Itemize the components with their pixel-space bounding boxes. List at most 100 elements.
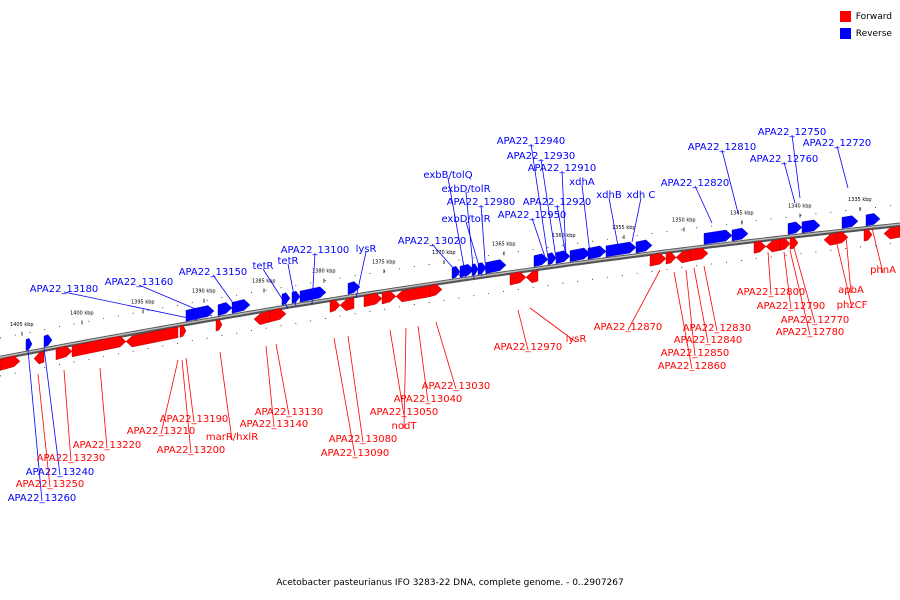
reverse-gene-2	[801, 219, 821, 234]
forward-gene-5	[779, 237, 791, 251]
tick-label: 1380 kbp	[312, 269, 336, 275]
forward-gene-label-23: APA22_13190	[160, 414, 229, 425]
reverse-gene-label-24-leader	[63, 291, 199, 321]
forward-gene-label-24-leader	[160, 359, 179, 435]
reverse-gene-12	[533, 253, 549, 267]
forward-gene-label-0-leader	[871, 227, 884, 274]
forward-gene-label-17-leader	[389, 329, 405, 416]
forward-gene-label-21: APA22_13140	[240, 419, 309, 430]
reverse-gene-0	[865, 213, 881, 227]
reverse-gene-label-11-leader	[556, 204, 567, 257]
forward-gene-24	[125, 326, 179, 348]
reverse-gene-label-6-leader	[540, 158, 557, 259]
forward-gene-label-4-leader	[783, 251, 792, 310]
tick-label: 1350 kbp	[672, 217, 696, 223]
forward-gene-19	[329, 299, 341, 313]
forward-gene-label-10: APA22_12860	[658, 361, 727, 372]
legend-item-reverse: Reverse	[839, 26, 892, 41]
reverse-gene-label-19-leader	[311, 252, 316, 305]
forward-gene-label-24: APA22_13210	[127, 426, 196, 437]
reverse-gene-label-13-leader	[447, 177, 467, 279]
reverse-gene-label-4-leader	[694, 185, 713, 224]
reverse-gene-label-0-leader	[791, 134, 801, 199]
forward-gene-11	[649, 252, 667, 267]
forward-gene-label-20: APA22_13130	[255, 407, 324, 418]
forward-gene-12	[525, 269, 539, 284]
reverse-gene-21	[281, 292, 291, 306]
forward-gene-label-8: APA22_12840	[674, 335, 743, 346]
forward-gene-label-22: marR/hxlR	[206, 432, 258, 443]
forward-gene-label-9: APA22_12850	[661, 348, 730, 359]
reverse-gene-label-20-leader	[262, 268, 289, 309]
forward-gene-label-6: APA22_12780	[776, 327, 845, 338]
forward-gene-label-16-leader	[403, 327, 407, 430]
reverse-gene-label-5: APA22_12940	[497, 136, 566, 147]
reverse-gene-label-26-leader	[27, 349, 43, 502]
reverse-gene-label-3: APA22_12810	[688, 142, 757, 153]
forward-gene-22	[215, 318, 223, 332]
legend-label-reverse: Reverse	[855, 28, 892, 39]
reverse-gene-label-17-leader	[431, 243, 463, 279]
tick-label: 1400 kbp	[70, 311, 94, 317]
reverse-gene-label-22-leader	[212, 274, 239, 311]
tick-label: 1390 kbp	[192, 289, 216, 295]
reverse-gene-label-7: APA22_12910	[528, 163, 597, 174]
reverse-gene-label-10-leader	[631, 197, 642, 243]
forward-gene-label-15: APA22_13040	[394, 394, 463, 405]
forward-gene-label-18-leader	[347, 335, 364, 443]
reverse-gene-label-12-leader	[531, 217, 547, 261]
reverse-gene-14	[477, 262, 487, 275]
forward-gene-label-27: APA22_13230	[37, 453, 106, 464]
tick-label: 1370 kbp	[432, 250, 456, 256]
reverse-gene-22	[231, 299, 251, 314]
reverse-gene-label-1-leader	[836, 145, 849, 189]
forward-gene-label-10-leader	[673, 271, 693, 370]
tick-label: 1405 kbp	[10, 322, 34, 328]
forward-gene-label-3-leader	[767, 251, 772, 296]
forward-gene-27	[33, 350, 45, 365]
legend-label-forward: Forward	[855, 11, 892, 22]
reverse-gene-label-2: APA22_12760	[750, 154, 819, 165]
legend: Forward Reverse	[839, 9, 892, 43]
forward-gene-3	[823, 232, 837, 246]
legend-swatch-forward	[839, 11, 851, 22]
forward-gene-label-13: APA22_12970	[494, 342, 563, 353]
reverse-gene-label-20: tetR	[253, 261, 274, 272]
forward-gene-label-14-leader	[435, 321, 457, 390]
forward-gene-9	[675, 249, 691, 264]
reverse-gene-label-8: xdhA	[569, 177, 595, 188]
reverse-gene-label-8-leader	[581, 184, 591, 255]
forward-gene-label-27-leader	[63, 369, 72, 462]
reverse-gene-24	[185, 305, 215, 322]
forward-gene-label-12: lysR	[566, 334, 587, 345]
forward-gene-25	[71, 335, 127, 358]
forward-gene-label-14: APA22_13030	[422, 381, 491, 392]
forward-gene-label-19-leader	[333, 337, 356, 457]
forward-gene-label-5-leader	[793, 247, 816, 324]
reverse-gene-6	[635, 239, 653, 254]
forward-gene-label-8-leader	[693, 267, 709, 344]
forward-gene-17	[363, 292, 383, 308]
reverse-gene-label-25-leader	[43, 347, 61, 476]
reverse-gene-label-11: APA22_12920	[523, 197, 592, 208]
forward-gene-6	[765, 239, 781, 253]
genome-caption: Acetobacter pasteurianus IFO 3283-22 DNA…	[276, 578, 624, 588]
reverse-gene-label-15-leader	[480, 204, 487, 275]
reverse-gene-label-10: xdh C	[627, 190, 656, 201]
forward-gene-label-1-leader	[845, 235, 852, 294]
reverse-gene-19	[299, 286, 327, 303]
reverse-gene-label-18-leader	[355, 251, 367, 299]
reverse-gene-18	[347, 281, 361, 295]
forward-gene-label-19: APA22_13090	[321, 448, 390, 459]
forward-gene-label-26-leader	[99, 367, 108, 449]
forward-gene-21	[253, 310, 271, 325]
reverse-gene-label-21: tetR	[278, 256, 299, 267]
forward-gene-13	[509, 271, 527, 286]
reverse-gene-label-6: APA22_12930	[507, 151, 576, 162]
reverse-gene-5	[703, 229, 733, 245]
forward-gene-label-9-leader	[685, 269, 696, 357]
tick-label: 1335 kbp	[848, 197, 872, 203]
reverse-gene-label-1: APA22_12720	[803, 138, 872, 149]
forward-gene-label-7-leader	[703, 265, 718, 332]
forward-gene-label-28-leader	[37, 373, 51, 488]
